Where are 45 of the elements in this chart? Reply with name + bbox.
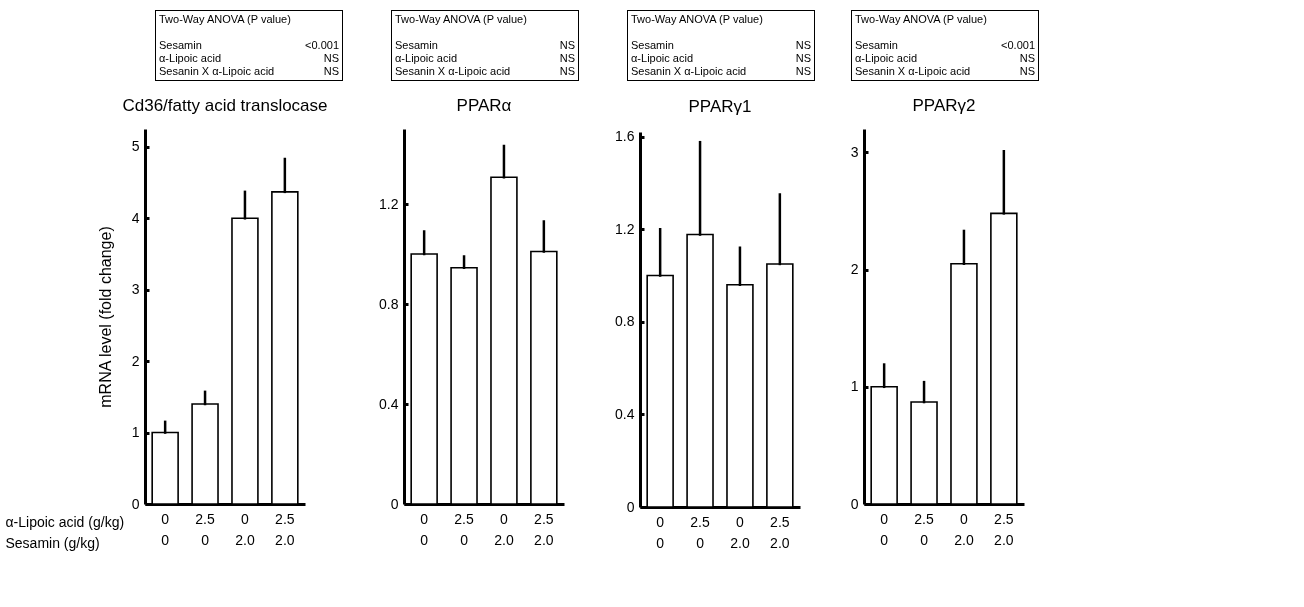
x-tick-label: 0 2.0 — [954, 510, 974, 548]
y-tick-label: 0.8 — [615, 313, 635, 330]
x-tick-label: 2.5 2.0 — [994, 510, 1014, 548]
y-tick-label: 1.2 — [615, 220, 635, 237]
y-tick-label: 0.4 — [615, 405, 635, 422]
x-tick-label: 2.5 2.0 — [770, 513, 790, 551]
chart-title: PPARα — [456, 96, 512, 115]
x-tick-label: 2.5 0 — [454, 510, 474, 548]
y-tick-label: 2 — [850, 261, 859, 278]
y-tick-label: 3 — [850, 143, 859, 160]
x-tick-label: 2.5 0 — [195, 510, 215, 548]
x-axis-title: α-Lipoic acid (g/kg) Sesamin (g/kg) — [5, 513, 125, 551]
x-tick-label: 2.5 0 — [914, 510, 934, 548]
x-tick-label: 0 0 — [656, 513, 665, 551]
y-tick-label: 0.8 — [379, 295, 399, 312]
chart-title: Cd36/fatty acid translocase — [122, 96, 328, 115]
anova-table: Two-Way ANOVA (P value) Sesamin NS α-Lipoic acid NS Sesanin X α-Lipoic acid NS — [391, 10, 579, 81]
y-tick-label: 0 — [626, 498, 635, 515]
x-tick-label: 0 2.0 — [730, 513, 750, 551]
anova-table: Two-Way ANOVA (P value) Sesamin NS α-Lipoic acid NS Sesanin X α-Lipoic acid NS — [627, 10, 815, 81]
y-tick-label: 4 — [131, 209, 140, 226]
x-tick-label: 2.5 2.0 — [275, 510, 295, 548]
x-tick-label: 0 2.0 — [235, 510, 255, 548]
anova-table: Two-Way ANOVA (P value) Sesamin <0.001 α-Lipoic acid NS Sesanin X α-Lipoic acid NS — [155, 10, 343, 81]
y-tick-label: 1 — [131, 424, 140, 441]
x-tick-label: 0 0 — [161, 510, 170, 548]
y-tick-label: 0 — [850, 495, 859, 512]
x-tick-label: 2.5 2.0 — [534, 510, 554, 548]
x-tick-label: 0 2.0 — [494, 510, 514, 548]
y-tick-label: 3 — [131, 281, 140, 298]
y-tick-label: 0 — [390, 495, 399, 512]
y-axis-title: mRNA level (fold change) — [96, 226, 114, 408]
y-tick-label: 1.6 — [615, 128, 635, 145]
y-tick-label: 5 — [131, 138, 140, 155]
x-tick-label: 0 0 — [880, 510, 889, 548]
chart-title: PPARγ1 — [688, 96, 752, 116]
y-tick-label: 1.2 — [379, 195, 399, 212]
y-tick-label: 0 — [131, 495, 140, 512]
y-tick-label: 1 — [850, 378, 859, 395]
chart-title: PPARγ2 — [912, 96, 976, 115]
x-tick-label: 0 0 — [420, 510, 429, 548]
x-tick-label: 2.5 0 — [690, 513, 710, 551]
y-tick-label: 2 — [131, 352, 140, 369]
y-tick-label: 0.4 — [379, 395, 399, 412]
anova-table: Two-Way ANOVA (P value) Sesamin <0.001 α-Lipoic acid NS Sesanin X α-Lipoic acid NS — [851, 10, 1039, 81]
